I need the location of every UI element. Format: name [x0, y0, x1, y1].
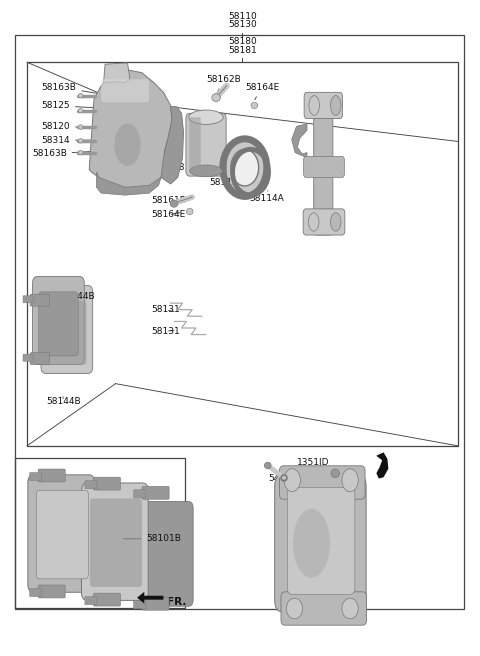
FancyBboxPatch shape	[23, 296, 33, 303]
Text: 54562D: 54562D	[269, 474, 304, 483]
Ellipse shape	[190, 165, 222, 176]
Text: 1351JD: 1351JD	[280, 459, 329, 469]
FancyBboxPatch shape	[189, 117, 201, 171]
Ellipse shape	[78, 93, 83, 98]
FancyBboxPatch shape	[133, 601, 145, 609]
FancyBboxPatch shape	[133, 490, 145, 498]
Text: 58113: 58113	[209, 178, 238, 187]
Text: 58110: 58110	[228, 12, 257, 20]
Ellipse shape	[309, 96, 320, 115]
FancyBboxPatch shape	[90, 499, 142, 587]
FancyBboxPatch shape	[288, 487, 355, 594]
Text: 58163B: 58163B	[32, 150, 93, 158]
FancyBboxPatch shape	[30, 588, 42, 596]
Polygon shape	[96, 173, 161, 195]
Ellipse shape	[331, 469, 339, 478]
Ellipse shape	[78, 108, 83, 113]
Polygon shape	[376, 453, 388, 479]
Ellipse shape	[114, 123, 141, 166]
Ellipse shape	[293, 509, 330, 577]
FancyBboxPatch shape	[38, 585, 65, 598]
Ellipse shape	[78, 138, 83, 143]
FancyBboxPatch shape	[30, 353, 50, 365]
Ellipse shape	[189, 110, 223, 125]
FancyBboxPatch shape	[23, 354, 33, 361]
Bar	[27, 62, 458, 446]
FancyBboxPatch shape	[94, 593, 120, 606]
Bar	[15, 458, 185, 608]
Text: 58180: 58180	[228, 37, 257, 47]
Text: 58131: 58131	[152, 305, 180, 314]
Text: 58101B: 58101B	[123, 534, 181, 543]
Polygon shape	[89, 70, 172, 189]
FancyBboxPatch shape	[47, 301, 86, 365]
FancyBboxPatch shape	[303, 209, 345, 235]
Text: 58181: 58181	[228, 46, 257, 55]
FancyBboxPatch shape	[279, 466, 365, 499]
FancyBboxPatch shape	[304, 92, 342, 119]
Text: 58163B: 58163B	[41, 83, 104, 94]
FancyBboxPatch shape	[30, 295, 50, 306]
FancyBboxPatch shape	[94, 477, 120, 490]
Text: 58125: 58125	[41, 101, 96, 110]
FancyBboxPatch shape	[85, 481, 97, 489]
Text: 58114A: 58114A	[250, 190, 284, 203]
Bar	[15, 35, 464, 609]
FancyBboxPatch shape	[142, 486, 169, 499]
Text: 58161B: 58161B	[152, 196, 186, 205]
Polygon shape	[292, 124, 307, 158]
Text: 58112: 58112	[173, 163, 202, 172]
Ellipse shape	[186, 208, 193, 215]
FancyBboxPatch shape	[275, 474, 366, 612]
FancyBboxPatch shape	[82, 483, 148, 600]
FancyBboxPatch shape	[39, 292, 78, 356]
Ellipse shape	[342, 469, 358, 491]
FancyBboxPatch shape	[281, 592, 367, 625]
Text: 58120: 58120	[41, 122, 97, 131]
Ellipse shape	[330, 213, 341, 231]
FancyBboxPatch shape	[38, 469, 65, 482]
FancyBboxPatch shape	[304, 157, 344, 177]
Polygon shape	[161, 107, 183, 184]
Text: 58164E: 58164E	[245, 83, 279, 100]
FancyBboxPatch shape	[33, 277, 84, 365]
Text: FR.: FR.	[167, 596, 187, 607]
Text: 58131: 58131	[152, 327, 180, 336]
FancyBboxPatch shape	[30, 472, 42, 481]
Ellipse shape	[286, 598, 302, 619]
Polygon shape	[104, 63, 130, 83]
FancyBboxPatch shape	[186, 113, 226, 176]
Ellipse shape	[284, 469, 300, 491]
Ellipse shape	[342, 598, 358, 619]
Ellipse shape	[309, 213, 319, 231]
FancyBboxPatch shape	[36, 490, 88, 579]
FancyBboxPatch shape	[101, 79, 149, 102]
FancyBboxPatch shape	[142, 597, 169, 610]
FancyBboxPatch shape	[85, 596, 97, 605]
Ellipse shape	[330, 96, 341, 115]
Text: 58162B: 58162B	[206, 75, 241, 92]
Ellipse shape	[78, 125, 83, 129]
Text: 58164E: 58164E	[152, 211, 186, 219]
Ellipse shape	[212, 94, 220, 102]
FancyBboxPatch shape	[28, 475, 95, 592]
Ellipse shape	[223, 139, 267, 196]
Polygon shape	[137, 592, 163, 604]
Ellipse shape	[264, 462, 271, 469]
Ellipse shape	[78, 150, 83, 155]
Text: 58130: 58130	[228, 20, 257, 29]
Text: 58314: 58314	[41, 136, 93, 144]
Ellipse shape	[231, 150, 259, 186]
FancyBboxPatch shape	[314, 103, 333, 235]
Ellipse shape	[170, 200, 178, 207]
Text: 58144B: 58144B	[46, 397, 81, 406]
Text: 58144B: 58144B	[60, 292, 95, 301]
Ellipse shape	[251, 102, 258, 109]
FancyBboxPatch shape	[134, 502, 193, 606]
FancyBboxPatch shape	[41, 285, 93, 373]
